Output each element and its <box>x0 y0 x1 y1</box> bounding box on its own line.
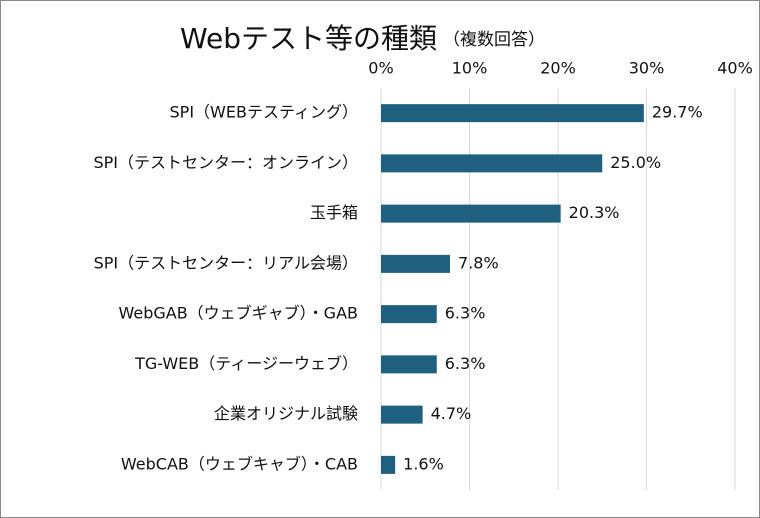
bar <box>381 455 396 474</box>
data-label: 25.0% <box>610 153 661 172</box>
bar <box>381 355 437 374</box>
y-tick-label: 玉手箱 <box>310 203 358 222</box>
x-tick-label: 10% <box>452 59 488 78</box>
x-tick-label: 20% <box>540 59 576 78</box>
data-label: 6.3% <box>445 304 486 323</box>
chart-subtitle: （複数回答） <box>443 30 545 50</box>
bar <box>381 204 561 223</box>
y-tick-label: SPI（WEBテスティング） <box>170 103 358 122</box>
chart-title: Webテスト等の種類 <box>180 22 437 55</box>
y-tick-label: 企業オリジナル試験 <box>214 404 358 423</box>
bar <box>381 305 437 324</box>
y-tick-label: WebGAB（ウェブギャブ）・GAB <box>118 304 358 323</box>
x-tick-label: 40% <box>717 59 753 78</box>
data-label: 6.3% <box>445 354 486 373</box>
x-tick-label: 30% <box>629 59 665 78</box>
y-tick-label: SPI（テストセンター：リアル会場） <box>94 253 358 272</box>
y-tick-label: TG-WEB（ティージーウェブ） <box>134 354 358 373</box>
data-label: 7.8% <box>458 253 499 272</box>
data-label: 4.7% <box>431 404 472 423</box>
data-label: 20.3% <box>569 203 620 222</box>
bar <box>381 254 451 273</box>
data-label: 29.7% <box>652 103 703 122</box>
y-tick-label: WebCAB（ウェブキャブ）・CAB <box>121 454 358 473</box>
data-label: 1.6% <box>403 454 444 473</box>
bar <box>381 154 603 173</box>
bar <box>381 104 644 123</box>
bar <box>381 405 423 424</box>
chart-title-group: Webテスト等の種類 （複数回答） <box>180 22 545 55</box>
x-tick-label: 0% <box>368 59 393 78</box>
y-tick-label: SPI（テストセンター：オンライン） <box>93 153 358 172</box>
